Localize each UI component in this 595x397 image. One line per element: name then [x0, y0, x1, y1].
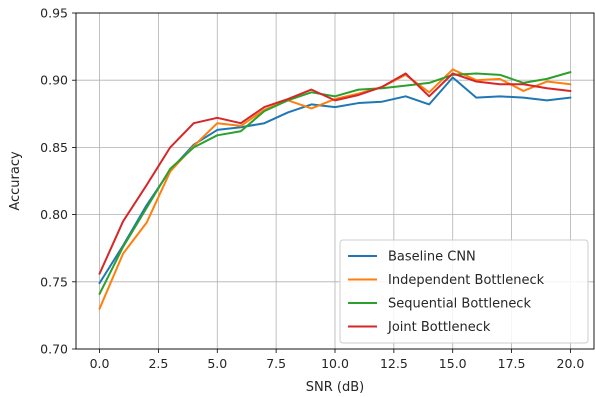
y-tick-label: 0.95: [40, 6, 68, 21]
x-tick-label: 10.0: [321, 356, 349, 371]
y-tick-label: 0.85: [40, 140, 68, 155]
legend-label: Baseline CNN: [388, 250, 476, 265]
ticks: 0.0 2.5 5.0 7.5 10.0 12.5 15.0 17.5 20.0 0.70 0.75…: [40, 6, 584, 372]
x-axis-label: SNR (dB): [306, 380, 364, 395]
legend-label: Sequential Bottleneck: [388, 297, 531, 312]
series-lines: [98, 68, 572, 310]
legend-box: [339, 239, 589, 344]
x-tick-label: 0.0: [90, 356, 110, 371]
x-tick-label: 15.0: [439, 356, 467, 371]
series-line-joint-bottleneck: [98, 72, 572, 275]
x-tick-label: 2.5: [148, 356, 168, 371]
series-line-sequential-bottleneck: [98, 71, 572, 295]
legend-label: Independent Bottleneck: [388, 273, 545, 288]
x-tick-label: 7.5: [266, 356, 286, 371]
x-tick-label: 17.5: [498, 356, 526, 371]
y-tick-label: 0.70: [40, 342, 68, 357]
x-tick-label: 20.0: [557, 356, 585, 371]
legend: Baseline CNN Independent Bottleneck Sequen…: [339, 239, 589, 344]
x-tick-label: 5.0: [207, 356, 227, 371]
y-tick-label: 0.90: [40, 73, 68, 88]
x-tick-label: 12.5: [380, 356, 408, 371]
legend-label: Joint Bottleneck: [387, 320, 491, 335]
y-tick-label: 0.80: [40, 207, 68, 222]
y-tick-label: 0.75: [40, 274, 68, 289]
y-axis-label: Accuracy: [8, 151, 23, 211]
